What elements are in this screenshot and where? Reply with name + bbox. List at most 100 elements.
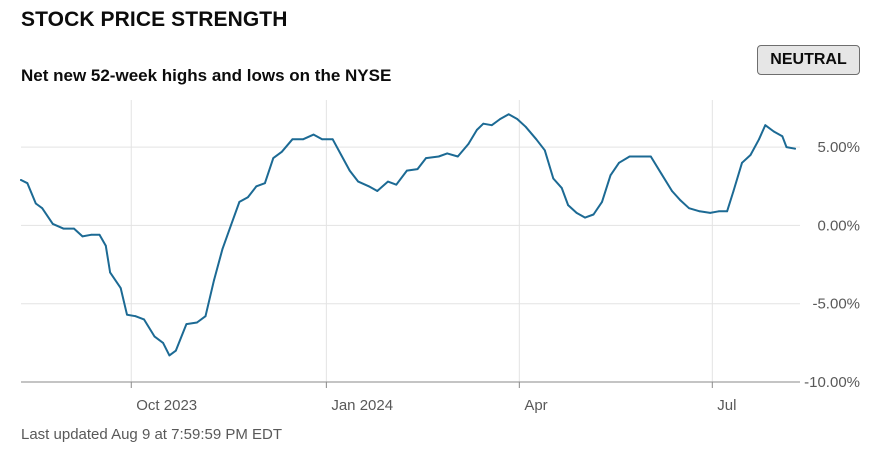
data-point xyxy=(291,138,294,141)
data-point xyxy=(312,133,315,136)
data-point xyxy=(34,202,37,205)
data-point xyxy=(584,216,586,219)
data-point xyxy=(406,169,408,172)
series-layer xyxy=(20,113,796,357)
x-tick-label: Jul xyxy=(717,397,736,414)
data-point xyxy=(134,315,137,318)
data-point xyxy=(543,149,546,152)
data-point xyxy=(524,125,527,128)
data-point xyxy=(264,182,266,185)
data-point xyxy=(772,130,775,133)
y-tick-label: -10.00% xyxy=(804,374,860,391)
data-point xyxy=(639,155,642,158)
data-point xyxy=(609,174,612,177)
data-point xyxy=(321,138,323,141)
data-point xyxy=(196,321,198,324)
data-point xyxy=(758,138,760,141)
data-point xyxy=(255,185,258,188)
data-point xyxy=(98,233,101,236)
data-point xyxy=(764,124,767,127)
data-point xyxy=(482,122,485,125)
data-point xyxy=(649,155,652,158)
data-point xyxy=(490,124,493,127)
data-point xyxy=(126,313,128,316)
data-point xyxy=(20,179,22,181)
data-point xyxy=(26,182,29,185)
data-point xyxy=(168,354,171,357)
y-tick-label: 5.00% xyxy=(817,139,860,156)
x-tick-label: Apr xyxy=(524,397,547,414)
data-point xyxy=(238,201,241,203)
x-tick-label: Oct 2023 xyxy=(136,397,197,414)
data-point xyxy=(280,150,283,153)
data-point xyxy=(507,113,510,116)
data-point xyxy=(213,279,215,282)
data-point xyxy=(174,349,177,352)
data-point xyxy=(437,155,440,158)
data-point xyxy=(153,335,156,338)
data-point xyxy=(162,342,165,344)
gridlines xyxy=(21,100,800,382)
data-point xyxy=(81,235,84,238)
data-point xyxy=(628,155,631,158)
data-point xyxy=(794,147,796,150)
data-point xyxy=(425,157,427,160)
data-point xyxy=(717,210,720,213)
data-point xyxy=(367,185,370,188)
data-point xyxy=(732,190,735,192)
y-axis-labels: 5.00% 0.00% -5.00% -10.00% xyxy=(804,139,860,391)
data-point xyxy=(741,161,743,164)
data-point xyxy=(749,154,752,156)
data-point xyxy=(679,199,682,202)
x-tick-label: Jan 2024 xyxy=(331,397,393,414)
data-point xyxy=(575,212,578,214)
y-tick-label: 0.00% xyxy=(817,217,860,234)
data-point xyxy=(698,210,701,213)
status-badge: NEUTRAL xyxy=(757,45,860,75)
data-point xyxy=(204,315,207,318)
data-point xyxy=(109,271,111,274)
data-point xyxy=(552,177,555,180)
data-point xyxy=(660,172,663,175)
data-point xyxy=(185,323,188,325)
data-point xyxy=(90,233,92,236)
data-point xyxy=(516,118,519,120)
data-point xyxy=(499,118,502,120)
data-point xyxy=(247,196,249,199)
data-point xyxy=(781,135,784,138)
chart-title: STOCK PRICE STRENGTH xyxy=(21,8,288,31)
data-point xyxy=(302,138,304,141)
data-point xyxy=(348,169,351,172)
data-point xyxy=(467,143,470,145)
y-tick-label: -5.00% xyxy=(812,296,860,313)
data-point xyxy=(41,207,44,210)
data-point xyxy=(143,318,145,321)
data-point xyxy=(119,287,122,289)
data-point xyxy=(601,201,603,203)
data-point xyxy=(331,138,334,141)
data-point xyxy=(560,187,563,189)
series-line xyxy=(20,113,796,357)
data-point xyxy=(785,146,788,149)
data-point xyxy=(221,248,224,250)
data-point xyxy=(446,152,449,155)
data-point xyxy=(230,224,232,227)
data-point xyxy=(395,183,398,186)
data-point xyxy=(272,157,275,160)
data-point xyxy=(73,227,75,230)
data-point xyxy=(567,204,569,207)
last-updated: Last updated Aug 9 at 7:59:59 PM EDT xyxy=(21,426,283,443)
data-point xyxy=(387,180,389,183)
data-point xyxy=(592,213,595,216)
data-point xyxy=(340,154,343,156)
data-point xyxy=(671,190,673,192)
data-point xyxy=(688,207,690,210)
data-point xyxy=(416,168,419,171)
x-axis: Oct 2023 Jan 2024 Apr Jul xyxy=(21,381,800,414)
data-point xyxy=(376,190,379,192)
data-point xyxy=(456,155,459,158)
data-point xyxy=(104,244,107,247)
data-point xyxy=(51,223,54,225)
data-point xyxy=(618,161,620,164)
